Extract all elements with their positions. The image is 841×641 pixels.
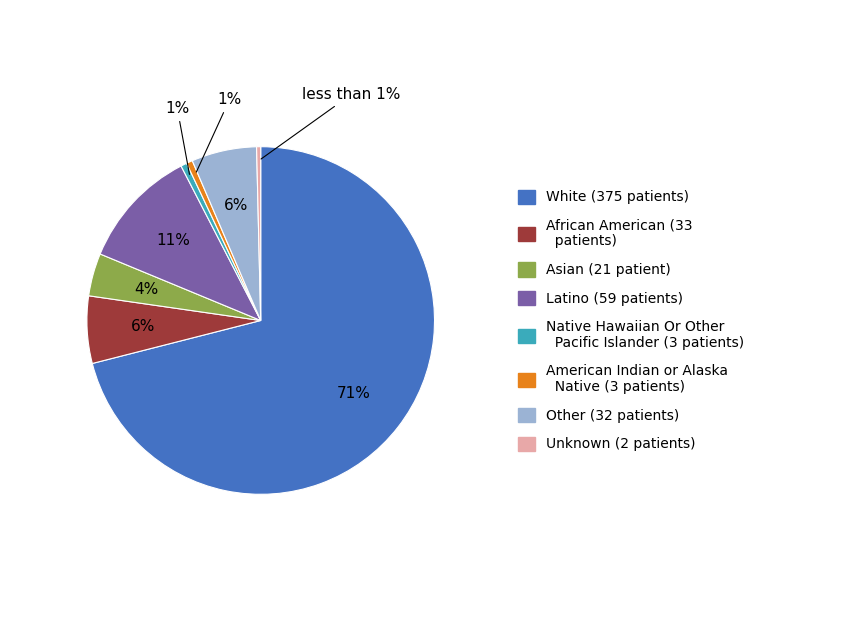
- Wedge shape: [100, 166, 261, 320]
- Wedge shape: [87, 296, 261, 363]
- Wedge shape: [93, 147, 435, 494]
- Text: 6%: 6%: [130, 319, 155, 335]
- Text: 71%: 71%: [337, 385, 371, 401]
- Wedge shape: [88, 254, 261, 320]
- Text: 6%: 6%: [224, 197, 248, 213]
- Wedge shape: [187, 161, 261, 320]
- Text: 1%: 1%: [165, 101, 189, 174]
- Wedge shape: [257, 147, 261, 320]
- Text: 4%: 4%: [135, 282, 159, 297]
- Text: less than 1%: less than 1%: [261, 87, 400, 159]
- Text: 11%: 11%: [156, 233, 191, 248]
- Legend: White (375 patients), African American (33
  patients), Asian (21 patient), Lati: White (375 patients), African American (…: [511, 183, 751, 458]
- Wedge shape: [181, 163, 261, 320]
- Wedge shape: [193, 147, 261, 320]
- Text: 1%: 1%: [196, 92, 241, 172]
